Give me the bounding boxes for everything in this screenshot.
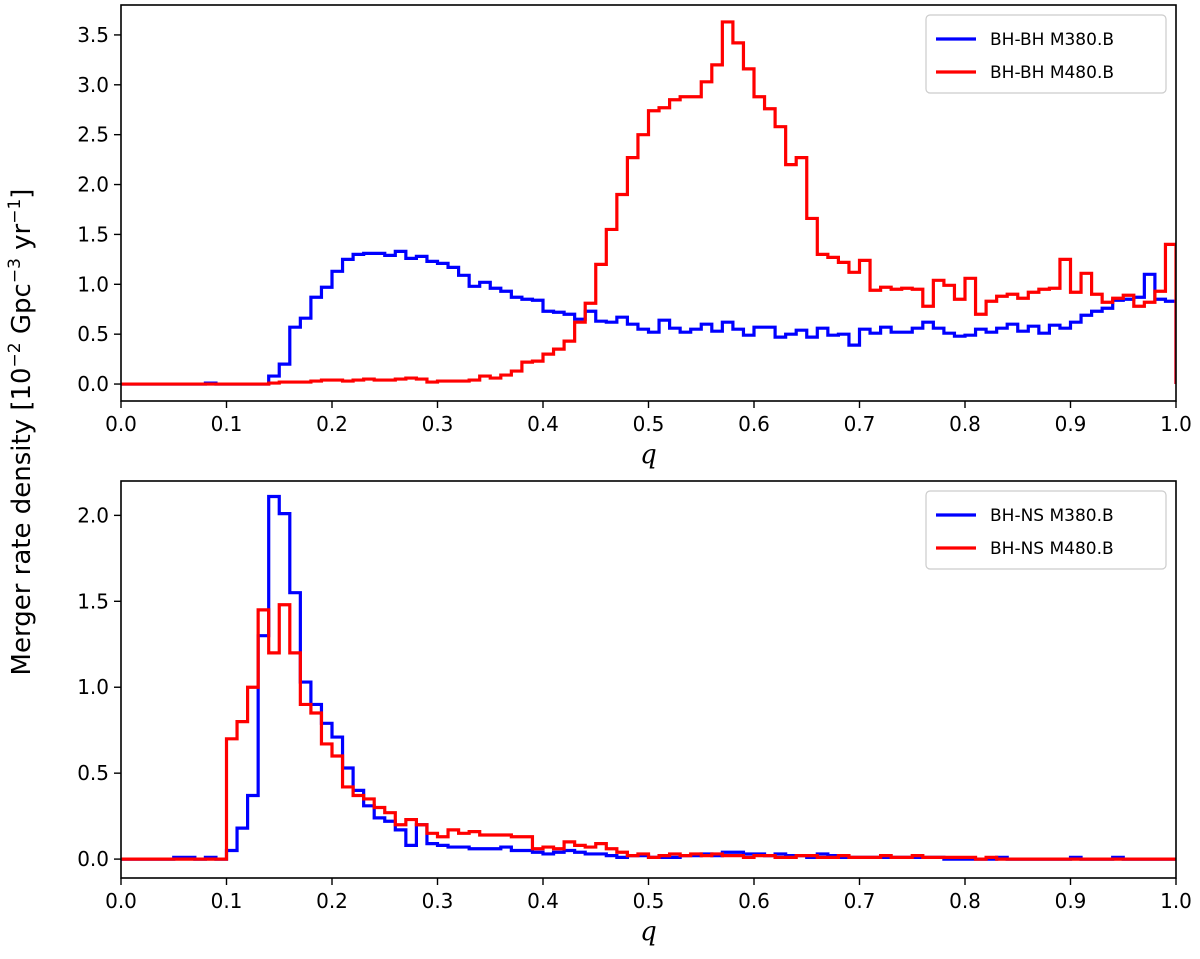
series-line-bh-bh-m480-b [121,20,1176,386]
x-tick-label: 0.9 [1055,412,1087,436]
x-tick-label: 0.4 [527,412,559,436]
x-tick-label: 0.2 [316,412,348,436]
y-tick-label: 1.0 [77,272,109,296]
x-tick-label: 1.0 [1160,889,1192,913]
x-tick-label: 0.5 [633,889,665,913]
x-tick-label: 0.2 [316,889,348,913]
y-tick-label: 3.0 [77,73,109,97]
x-tick-label: 0.0 [105,412,137,436]
y-tick-label: 0.5 [77,322,109,346]
x-tick-label: 0.1 [211,412,243,436]
x-tick-label: 0.3 [422,889,454,913]
legend: BH-BH M380.B BH-BH M480.B [925,14,1167,94]
y-axis-label: Merger rate density [10−2 Gpc−3 yr−1] [5,189,37,676]
y-tick-label: 2.0 [77,503,109,527]
legend: BH-NS M380.B BH-NS M480.B [925,490,1167,570]
top-panel: 0.0 0.1 0.2 0.3 0.4 0.5 0.6 0.7 0.8 0.9 1.0 0.0 0.5 1… [77,4,1192,470]
x-tick-label: 0.8 [949,412,981,436]
series-line-bh-ns-m480-b [121,603,1176,861]
x-tick-label: 0.1 [211,889,243,913]
y-tick-label: 2.0 [77,173,109,197]
legend-box [925,14,1167,94]
legend-box [925,490,1167,570]
x-tick-label: 0.7 [844,889,876,913]
y-tick-label: 1.5 [77,222,109,246]
y-tick-label: 1.5 [77,589,109,613]
series-line-bh-bh-m380-b [121,249,1176,386]
y-tick-label: 0.0 [77,372,109,396]
y-tick-label: 0.0 [77,847,109,871]
legend-label: BH-NS M480.B [990,539,1114,559]
x-tick-label: 0.6 [738,412,770,436]
bottom-panel: 0.0 0.1 0.2 0.3 0.4 0.5 0.6 0.7 0.8 0.9 1.0 0.0 0.5 1… [77,480,1192,947]
x-tick-label: 0.3 [422,412,454,436]
x-tick-label: 0.7 [844,412,876,436]
x-tick-label: 0.4 [527,889,559,913]
legend-label: BH-NS M380.B [990,506,1114,526]
y-tick-label: 3.5 [77,23,109,47]
x-axis-label: q [640,440,657,470]
x-tick-label: 0.6 [738,889,770,913]
y-tick-label: 1.0 [77,675,109,699]
series-line-bh-ns-m380-b [121,494,1176,861]
x-tick-label: 0.8 [949,889,981,913]
x-tick-label: 0.5 [633,412,665,436]
x-tick-label: 0.0 [105,889,137,913]
y-tick-label: 0.5 [77,761,109,785]
y-tick-label: 2.5 [77,123,109,147]
legend-label: BH-BH M480.B [990,63,1114,83]
x-axis-label: q [640,917,657,947]
legend-label: BH-BH M380.B [990,30,1114,50]
x-tick-label: 1.0 [1160,412,1192,436]
x-tick-label: 0.9 [1055,889,1087,913]
